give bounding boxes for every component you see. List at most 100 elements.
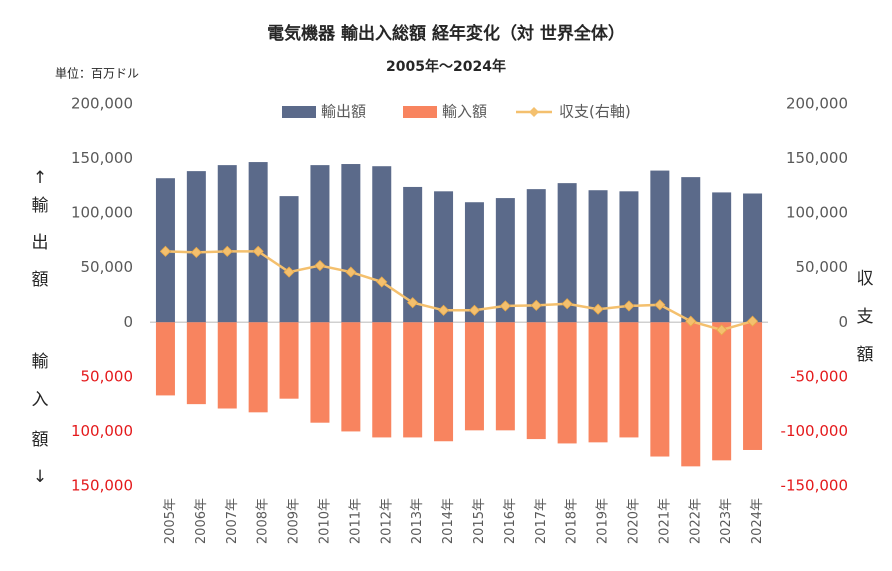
x-tick-label: 2005年 [163, 498, 178, 544]
x-tick-label: 2014年 [441, 498, 456, 544]
y-tick-label: 0 [123, 313, 133, 331]
bar [372, 166, 392, 323]
bar [248, 322, 268, 413]
marker [221, 245, 233, 257]
bar [526, 189, 546, 323]
bar [681, 322, 701, 467]
chart-subtitle: 2005年～2024年 [386, 58, 506, 75]
bar [341, 164, 361, 323]
legend-label: 輸出額 [321, 103, 366, 121]
marker [283, 266, 295, 278]
bar [526, 322, 546, 440]
marker [654, 299, 666, 311]
bar [743, 322, 763, 450]
y2-tick-label: -50,000 [790, 367, 848, 385]
bar [495, 198, 515, 323]
bar [650, 322, 670, 457]
x-tick-label: 2007年 [225, 498, 240, 544]
marker [746, 315, 759, 327]
axis-label: 支 [857, 307, 874, 327]
axis-label: ↑ [33, 168, 47, 188]
x-tick-label: 2006年 [194, 498, 209, 544]
x-tick-label: 2022年 [688, 498, 703, 544]
y-tick-label: 200,000 [71, 95, 133, 113]
x-tick-label: 2020年 [626, 498, 641, 544]
y-tick-label: 150,000 [71, 149, 133, 167]
marker [190, 246, 202, 258]
axis-label: 額 [32, 430, 49, 450]
bar [619, 322, 639, 438]
x-tick-label: 2019年 [596, 498, 611, 544]
bar [588, 190, 608, 323]
marker [252, 245, 264, 257]
legend-label: 輸入額 [442, 103, 487, 121]
y-tick-label: 100,000 [71, 422, 133, 440]
bar [743, 193, 763, 323]
chart-title: 電気機器 輸出入総額 経年変化（対 世界全体） [267, 23, 625, 44]
bar [403, 186, 423, 323]
x-tick-label: 2023年 [719, 498, 734, 544]
x-tick-label: 2021年 [657, 498, 672, 544]
marker [314, 259, 326, 272]
x-tick-label: 2012年 [379, 498, 394, 544]
legend-label: 収支(右軸) [559, 103, 631, 121]
bar [217, 165, 237, 323]
bar [681, 177, 701, 323]
axis-label: 額 [857, 345, 874, 365]
x-tick-label: 2011年 [348, 498, 363, 544]
bar [557, 183, 577, 323]
bar [619, 191, 639, 323]
bar [279, 196, 299, 323]
legend-swatch [529, 107, 539, 117]
bar [464, 202, 484, 323]
bar [155, 322, 175, 396]
y-tick-label: 50,000 [81, 258, 134, 276]
marker [592, 303, 604, 315]
y-tick-label: 100,000 [71, 204, 133, 222]
bar [310, 322, 330, 423]
x-tick-label: 2009年 [287, 498, 302, 544]
axis-label: 額 [32, 270, 49, 290]
marker [345, 266, 357, 278]
bar [217, 322, 237, 409]
axis-label: ↓ [33, 467, 47, 487]
bar [434, 191, 454, 323]
bar [186, 171, 206, 323]
y2-tick-label: 0 [838, 313, 848, 331]
bar [712, 322, 732, 461]
bar [434, 322, 454, 442]
x-tick-label: 2016年 [503, 498, 518, 544]
marker [437, 304, 450, 316]
marker [159, 245, 172, 257]
marker [407, 297, 419, 309]
unit-label: 単位：百万ドル [55, 66, 139, 81]
y2-tick-label: -100,000 [781, 422, 848, 440]
marker [376, 276, 388, 288]
axis-label: 出 [32, 233, 49, 253]
marker [499, 300, 511, 312]
x-tick-label: 2013年 [410, 498, 425, 544]
x-tick-label: 2018年 [565, 498, 580, 544]
y2-tick-label: 50,000 [796, 258, 849, 276]
bar [650, 170, 670, 323]
bar [557, 322, 577, 444]
y-tick-label: 50,000 [81, 367, 134, 385]
x-tick-label: 2008年 [256, 498, 271, 544]
bar [372, 322, 392, 438]
marker [561, 298, 573, 310]
bar [712, 192, 732, 323]
x-tick-label: 2010年 [317, 498, 332, 544]
bar [588, 322, 608, 443]
bar [464, 322, 484, 431]
legend-swatch [282, 106, 316, 118]
y2-tick-label: 100,000 [786, 204, 848, 222]
marker [468, 304, 481, 316]
axis-label: 輸 [32, 352, 49, 372]
marker [623, 300, 635, 312]
axis-label: 輸 [32, 196, 49, 216]
marker [685, 315, 697, 327]
legend-swatch [403, 106, 437, 118]
bar [310, 165, 330, 323]
bar [495, 322, 515, 431]
